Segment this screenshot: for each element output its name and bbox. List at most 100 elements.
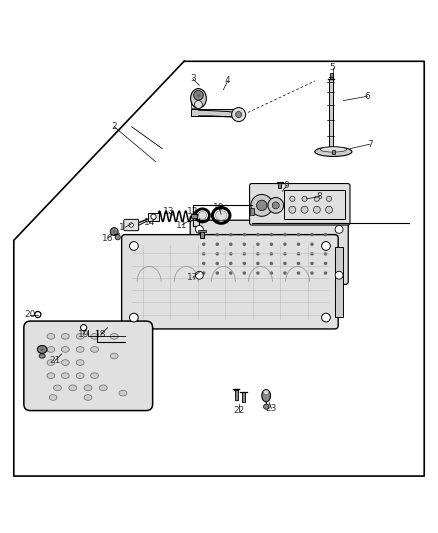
Circle shape [256, 243, 260, 246]
Ellipse shape [91, 334, 99, 339]
Bar [251, 208, 254, 215]
Ellipse shape [61, 334, 69, 339]
Text: 14: 14 [144, 219, 155, 228]
Circle shape [324, 252, 327, 256]
Ellipse shape [262, 390, 271, 402]
Bar [148, 213, 159, 221]
Circle shape [229, 252, 233, 256]
Circle shape [229, 243, 233, 246]
Circle shape [256, 233, 260, 236]
Ellipse shape [215, 211, 227, 220]
FancyBboxPatch shape [250, 183, 350, 225]
Ellipse shape [194, 91, 203, 100]
Text: 12: 12 [187, 207, 198, 216]
Circle shape [113, 230, 116, 233]
Circle shape [310, 271, 314, 275]
Circle shape [270, 233, 273, 236]
Ellipse shape [110, 353, 118, 359]
Circle shape [256, 252, 260, 256]
Circle shape [229, 233, 233, 236]
Ellipse shape [61, 360, 69, 366]
Text: 6: 6 [364, 92, 370, 101]
Circle shape [215, 271, 219, 275]
Circle shape [297, 262, 300, 265]
Ellipse shape [47, 373, 55, 378]
Ellipse shape [84, 394, 92, 400]
Circle shape [268, 198, 284, 213]
Bar [191, 109, 243, 116]
Circle shape [151, 214, 156, 220]
Ellipse shape [47, 346, 55, 352]
Ellipse shape [196, 93, 201, 98]
Bar [242, 392, 245, 402]
Text: 20: 20 [25, 310, 36, 319]
Circle shape [110, 228, 118, 236]
Circle shape [314, 196, 319, 201]
Ellipse shape [61, 373, 69, 378]
Circle shape [310, 233, 314, 236]
FancyBboxPatch shape [122, 235, 338, 329]
Ellipse shape [47, 360, 55, 366]
Ellipse shape [76, 373, 84, 378]
Ellipse shape [91, 373, 99, 378]
FancyBboxPatch shape [124, 220, 139, 231]
Circle shape [129, 223, 134, 227]
Circle shape [310, 252, 314, 256]
Circle shape [335, 225, 343, 233]
Text: 2: 2 [111, 122, 117, 131]
Ellipse shape [47, 334, 55, 339]
Bar [335, 247, 343, 317]
Ellipse shape [76, 334, 84, 339]
Circle shape [257, 200, 267, 211]
Bar [191, 96, 197, 108]
Circle shape [81, 325, 87, 330]
Ellipse shape [61, 346, 69, 352]
Circle shape [283, 233, 287, 236]
Circle shape [321, 241, 330, 251]
Circle shape [335, 271, 343, 279]
Circle shape [297, 233, 300, 236]
Ellipse shape [39, 354, 45, 358]
Text: 15: 15 [120, 223, 131, 232]
Ellipse shape [37, 345, 47, 353]
Circle shape [243, 252, 246, 256]
Circle shape [35, 311, 41, 318]
Circle shape [202, 252, 205, 256]
Circle shape [270, 243, 273, 246]
Circle shape [324, 271, 327, 275]
Ellipse shape [191, 88, 206, 108]
Ellipse shape [53, 385, 61, 391]
Ellipse shape [110, 334, 118, 339]
Circle shape [324, 233, 327, 236]
Circle shape [272, 202, 279, 209]
Circle shape [270, 271, 273, 275]
Text: 16: 16 [102, 233, 113, 243]
Text: 13: 13 [163, 207, 174, 216]
Text: 23: 23 [266, 404, 277, 413]
Circle shape [229, 271, 233, 275]
Circle shape [232, 108, 246, 122]
Circle shape [289, 206, 296, 213]
Text: 7: 7 [367, 140, 372, 149]
Bar [200, 230, 204, 238]
Circle shape [297, 252, 300, 256]
Circle shape [264, 404, 269, 409]
Circle shape [229, 262, 233, 265]
Circle shape [283, 252, 287, 256]
Text: 18: 18 [95, 330, 107, 338]
Ellipse shape [320, 147, 346, 152]
Bar [279, 182, 282, 188]
Circle shape [202, 271, 205, 275]
Bar [329, 79, 332, 151]
Bar [330, 72, 332, 79]
Circle shape [313, 206, 320, 213]
Circle shape [324, 243, 327, 246]
Ellipse shape [315, 147, 352, 157]
Circle shape [270, 262, 273, 265]
FancyBboxPatch shape [190, 220, 348, 285]
Circle shape [130, 313, 138, 322]
Text: 17: 17 [187, 273, 198, 282]
Circle shape [243, 262, 246, 265]
Ellipse shape [119, 390, 127, 396]
Circle shape [195, 271, 203, 279]
